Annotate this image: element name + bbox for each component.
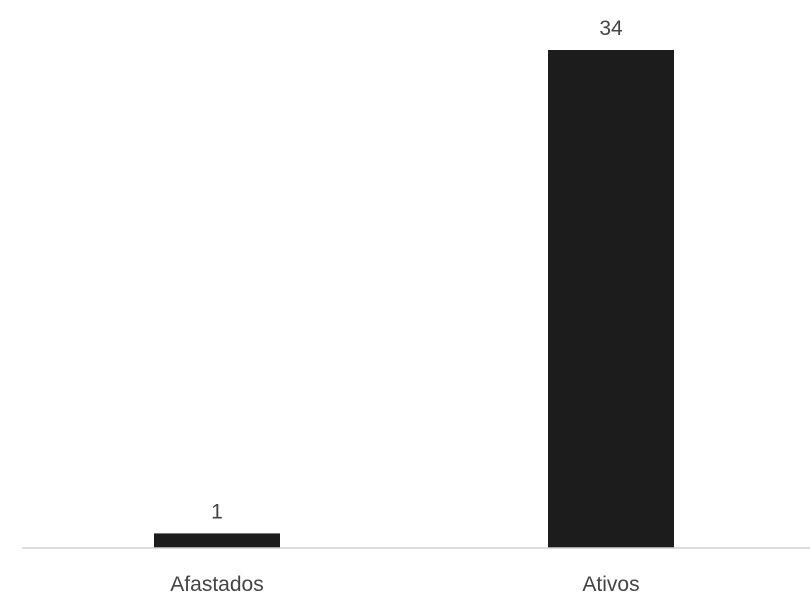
x-tick-label-ativos: Ativos: [582, 573, 639, 593]
x-tick-label-afastados: Afastados: [170, 573, 263, 593]
labels-group: 1 Afastados 34 Ativos: [170, 17, 639, 596]
bar-ativos: [548, 50, 674, 548]
bar-afastados: [154, 533, 280, 548]
data-label-afastados: 1: [211, 500, 223, 523]
data-label-ativos: 34: [599, 17, 623, 40]
bars-group: [154, 50, 674, 548]
